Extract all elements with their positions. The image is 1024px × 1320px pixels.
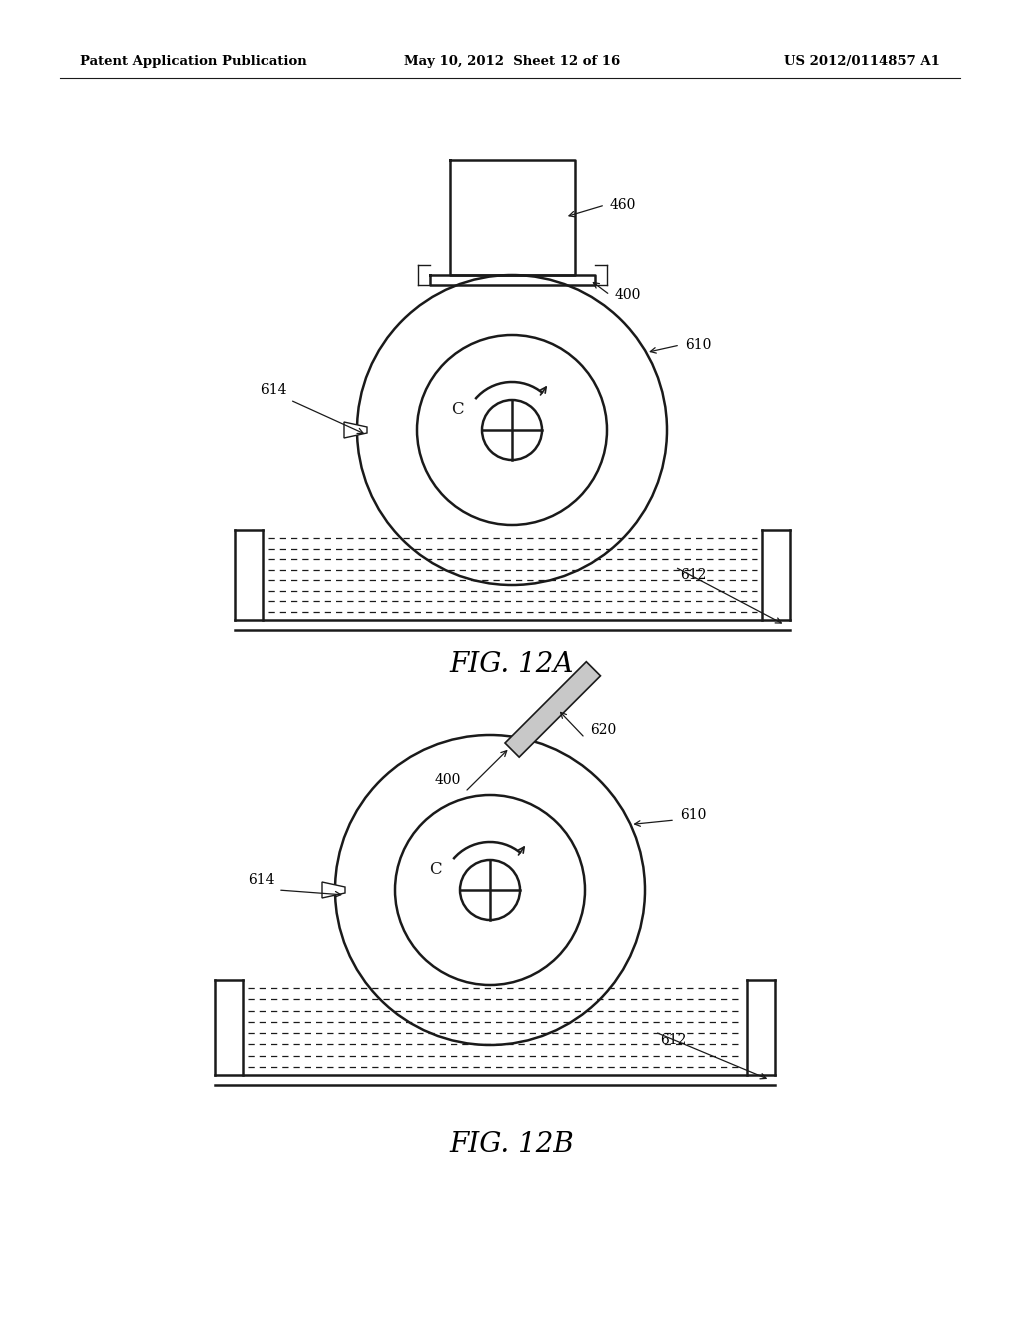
Text: 612: 612 — [680, 568, 707, 582]
Polygon shape — [344, 422, 367, 438]
Text: FIG. 12A: FIG. 12A — [450, 652, 574, 678]
Text: 612: 612 — [660, 1034, 686, 1047]
Text: 400: 400 — [435, 774, 462, 787]
Polygon shape — [505, 661, 600, 758]
Text: 460: 460 — [610, 198, 636, 213]
Text: 400: 400 — [615, 288, 641, 302]
Text: 610: 610 — [685, 338, 712, 352]
Text: 620: 620 — [590, 723, 616, 737]
Text: 610: 610 — [680, 808, 707, 822]
Text: May 10, 2012  Sheet 12 of 16: May 10, 2012 Sheet 12 of 16 — [403, 55, 621, 69]
Text: C: C — [451, 401, 463, 418]
Text: C: C — [429, 862, 441, 879]
Text: 614: 614 — [260, 383, 287, 397]
Text: Patent Application Publication: Patent Application Publication — [80, 55, 307, 69]
Text: 614: 614 — [248, 873, 274, 887]
Text: US 2012/0114857 A1: US 2012/0114857 A1 — [784, 55, 940, 69]
Text: FIG. 12B: FIG. 12B — [450, 1131, 574, 1159]
Polygon shape — [322, 882, 345, 898]
